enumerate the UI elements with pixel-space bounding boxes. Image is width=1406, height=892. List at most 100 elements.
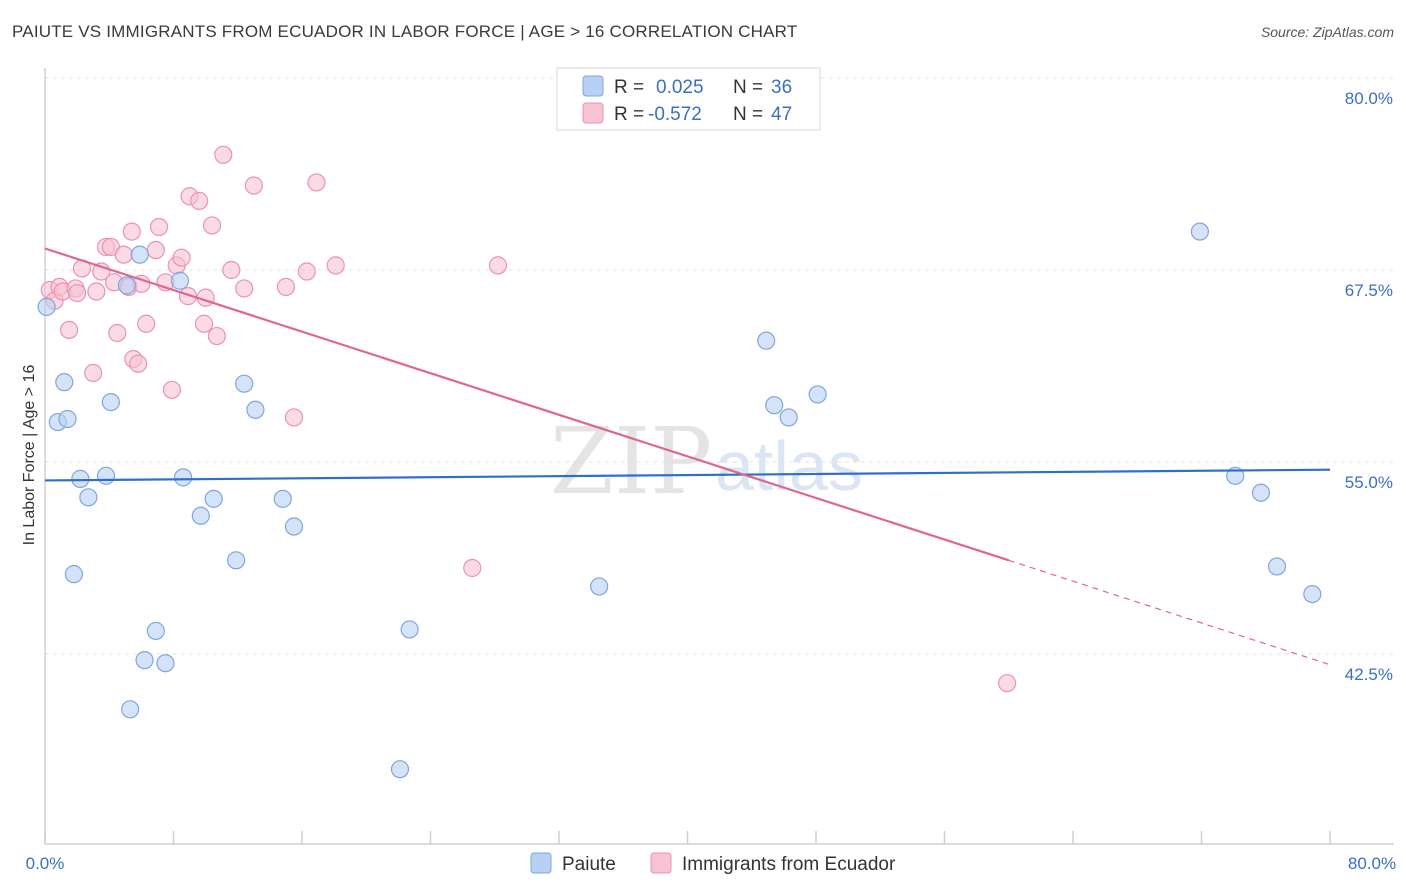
ecuador-point	[463, 558, 482, 578]
y-tick-label: 67.5%	[1345, 281, 1393, 300]
ecuador-point	[146, 240, 165, 260]
ecuador-point	[114, 245, 133, 264]
ecuador-point	[207, 326, 226, 346]
ecuador-point	[172, 248, 191, 267]
paiute-point	[64, 565, 84, 584]
series-legend: Paiute Immigrants from Ecuador	[530, 852, 896, 875]
ecuador-r-value: -0.572	[648, 104, 702, 125]
y-tick-label: 42.5%	[1345, 665, 1393, 684]
paiute-point	[156, 654, 175, 673]
paiute-point	[1190, 222, 1209, 241]
ecuador-point	[122, 222, 141, 241]
x-tick-label-max: 80.0%	[1348, 854, 1396, 873]
y-axis-tick-labels: 80.0% 67.5% 55.0% 42.5%	[1345, 89, 1393, 684]
y-axis-title: In Labor Force | Age > 16	[21, 365, 38, 546]
ecuador-trend-line	[44, 247, 1010, 562]
ecuador-point	[149, 217, 169, 237]
paiute-point	[284, 517, 304, 536]
ecuador-point	[87, 282, 106, 301]
paiute-point	[808, 385, 827, 404]
paiute-point	[1303, 584, 1322, 604]
paiute-point	[55, 373, 74, 392]
ecuador-point	[84, 363, 103, 383]
ecuador-point	[129, 354, 148, 373]
paiute-point	[246, 400, 265, 419]
ecuador-point	[276, 277, 296, 296]
ecuador-point	[137, 314, 156, 333]
paiute-trend-line	[44, 468, 1331, 482]
paiute-point	[590, 577, 609, 596]
stats-legend: R = 0.025 N = 36 R = -0.572 N = 47	[556, 67, 821, 131]
watermark-atlas: atlas	[715, 427, 863, 505]
ecuador-point	[998, 674, 1017, 693]
paiute-point	[273, 489, 292, 508]
paiute-point	[757, 331, 776, 350]
paiute-r-value: 0.025	[656, 77, 704, 98]
paiute-point	[779, 408, 798, 427]
series-paiute-points	[37, 222, 1322, 779]
ecuador-point	[307, 173, 326, 192]
ecuador-n-value: 47	[771, 104, 792, 125]
paiute-point	[390, 760, 410, 779]
legend-paiute-label: Paiute	[562, 854, 616, 875]
paiute-point	[79, 488, 98, 507]
paiute-point	[101, 392, 120, 412]
ecuador-point	[222, 260, 241, 280]
paiute-point	[235, 374, 254, 393]
ecuador-point	[162, 380, 181, 399]
y-tick-label: 80.0%	[1345, 89, 1393, 108]
paiute-point	[146, 621, 165, 641]
paiute-point	[170, 271, 190, 290]
paiute-point	[37, 297, 56, 316]
trend-lines	[44, 247, 1331, 666]
ecuador-point	[202, 216, 222, 235]
ecuador-r-label: R =	[614, 104, 644, 125]
paiute-point	[227, 551, 246, 570]
ecuador-n-label: N =	[733, 104, 763, 125]
source-credit: Source: ZipAtlas.com	[1260, 24, 1394, 40]
paiute-point	[58, 409, 77, 429]
paiute-point	[174, 468, 193, 487]
paiute-point	[191, 506, 210, 525]
paiute-point	[204, 489, 223, 508]
x-axis-ticks	[44, 831, 1331, 844]
ecuador-point	[326, 256, 345, 275]
paiute-point	[1267, 557, 1287, 576]
ecuador-point	[284, 408, 304, 427]
paiute-point	[1251, 483, 1271, 502]
ecuador-point	[108, 323, 127, 343]
ecuador-point	[190, 191, 209, 210]
paiute-n-value: 36	[771, 77, 792, 98]
ecuador-point	[194, 314, 214, 333]
paiute-point	[400, 620, 419, 639]
ecuador-point	[297, 262, 316, 281]
ecuador-swatch	[582, 102, 604, 124]
paiute-point	[121, 700, 140, 719]
paiute-n-label: N =	[733, 77, 763, 98]
x-tick-label-min: 0.0%	[26, 854, 65, 873]
paiute-point	[135, 651, 154, 670]
paiute-point	[130, 245, 149, 264]
series-ecuador-points	[40, 145, 1017, 693]
paiute-point	[96, 466, 116, 485]
ecuador-point	[214, 145, 233, 164]
paiute-swatch	[582, 75, 604, 97]
y-tick-label: 55.0%	[1345, 473, 1393, 492]
paiute-point	[117, 276, 137, 295]
ecuador-point	[59, 320, 79, 340]
ecuador-point	[488, 256, 508, 275]
ecuador-point	[244, 176, 263, 195]
paiute-r-label: R =	[614, 77, 644, 98]
ecuador-trend-line-extension	[1008, 559, 1331, 666]
legend-ecuador-label: Immigrants from Ecuador	[682, 854, 896, 875]
gridlines	[45, 77, 1394, 655]
ecuador-point	[68, 283, 87, 303]
ecuador-point	[178, 287, 198, 306]
paiute-point	[71, 469, 90, 488]
ecuador-point	[235, 279, 254, 298]
legend-paiute-swatch	[530, 852, 552, 874]
chart-title: PAIUTE VS IMMIGRANTS FROM ECUADOR IN LAB…	[12, 22, 798, 41]
paiute-point	[765, 396, 784, 415]
legend-ecuador-swatch	[650, 852, 672, 874]
